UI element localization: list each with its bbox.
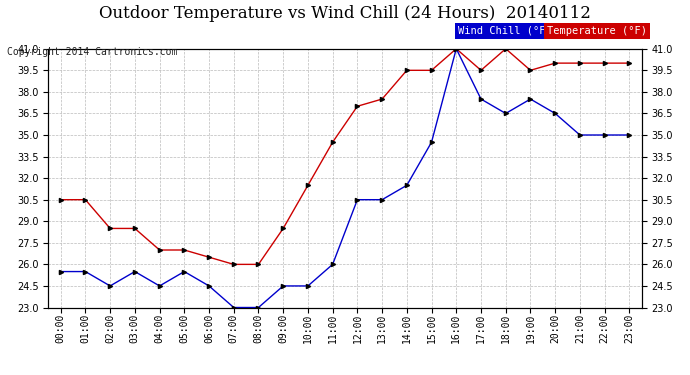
Text: Outdoor Temperature vs Wind Chill (24 Hours)  20140112: Outdoor Temperature vs Wind Chill (24 Ho…: [99, 6, 591, 22]
Text: Copyright 2014 Cartronics.com: Copyright 2014 Cartronics.com: [7, 47, 177, 57]
Text: Temperature (°F): Temperature (°F): [546, 26, 647, 36]
Text: Wind Chill (°F): Wind Chill (°F): [457, 26, 551, 36]
